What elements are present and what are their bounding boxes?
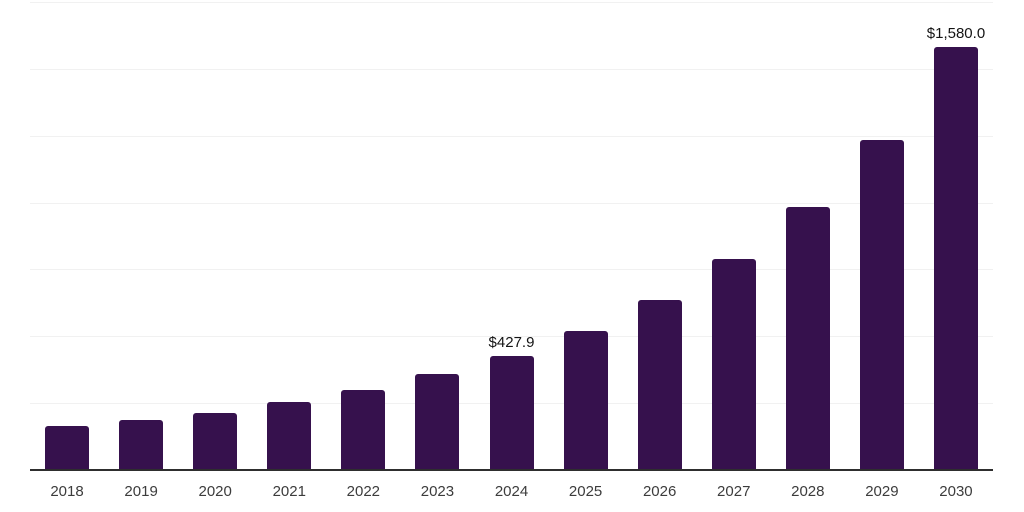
- bar-2030: [933, 47, 978, 470]
- bar-slot-2029: [845, 0, 919, 470]
- plot-area: $427.9 $1,580.0: [30, 0, 993, 471]
- bar-2023: [415, 374, 460, 470]
- bar-2022: [341, 390, 386, 470]
- x-axis-labels: 2018 2019 2020 2021 2022 2023 2024 2025 2026 2027…: [30, 479, 993, 505]
- data-label-2030: $1,580.0: [926, 25, 986, 43]
- x-label-2024: 2024: [494, 483, 529, 500]
- x-label-2020: 2020: [198, 483, 232, 500]
- bar-slot-2019: [104, 0, 178, 470]
- gridline-1750: [30, 2, 993, 3]
- x-label-2021: 2021: [272, 483, 306, 500]
- bar-slot-2023: [400, 0, 474, 470]
- bar-2021: [267, 401, 312, 470]
- bars-row: $427.9 $1,580.0: [30, 0, 993, 470]
- bar-slot-2028: [771, 0, 845, 470]
- x-label-2023: 2023: [420, 483, 455, 500]
- bar-2018: [45, 426, 90, 470]
- bar-slot-2030: $1,580.0: [919, 0, 993, 470]
- bar-slot-2018: [30, 0, 104, 470]
- bar-2026: [637, 299, 682, 470]
- x-label-2027: 2027: [717, 483, 751, 500]
- x-label-2028: 2028: [791, 483, 825, 500]
- gridline-1250: [30, 135, 993, 137]
- bar-slot-2022: [326, 0, 400, 470]
- bar-slot-2025: [549, 0, 623, 470]
- gridline-1500: [30, 68, 993, 70]
- bar-slot-2021: [252, 0, 326, 470]
- bar-2020: [193, 412, 238, 470]
- bar-slot-2024: $427.9: [474, 0, 548, 470]
- gridline-500: [30, 336, 993, 338]
- x-axis-line: [30, 469, 993, 471]
- gridline-1000: [30, 202, 993, 204]
- x-label-2030: 2030: [939, 483, 973, 500]
- bar-2029: [859, 140, 904, 470]
- gridline-750: [30, 269, 993, 271]
- x-label-2029: 2029: [865, 483, 899, 500]
- x-label-2025: 2025: [568, 483, 603, 500]
- bar-2027: [711, 259, 756, 470]
- x-label-2022: 2022: [346, 483, 381, 500]
- data-label-2024: $427.9: [488, 333, 535, 351]
- x-label-2018: 2018: [50, 483, 84, 500]
- bar-2024: [489, 355, 534, 470]
- x-label-2019: 2019: [124, 483, 158, 500]
- bar-2019: [119, 420, 164, 470]
- bar-slot-2020: [178, 0, 252, 470]
- bar-slot-2026: [623, 0, 697, 470]
- bar-2028: [785, 207, 830, 470]
- x-label-2026: 2026: [642, 483, 677, 500]
- bar-slot-2027: [697, 0, 771, 470]
- bar-2025: [563, 330, 608, 470]
